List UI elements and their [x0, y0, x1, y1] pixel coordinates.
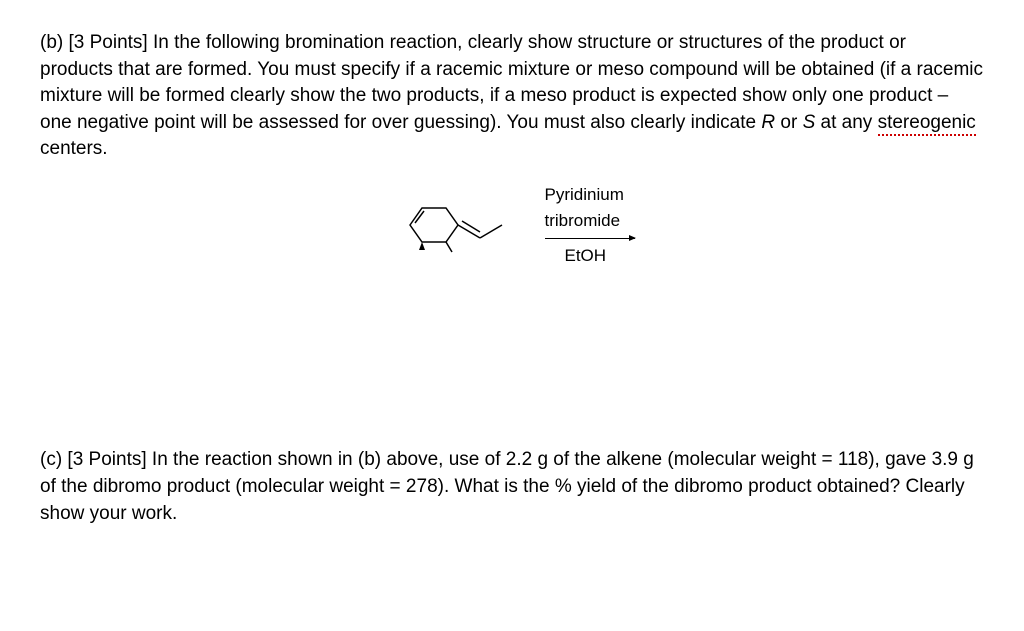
part-c-label: (c) [3 Points] [40, 449, 147, 470]
reagent-line1: Pyridinium [545, 183, 624, 207]
reaction-conditions: Pyridinium tribromide EtOH [545, 183, 635, 267]
part-b-text2: at any [815, 112, 877, 133]
r-label: R [761, 112, 775, 133]
s-label: S [803, 112, 816, 133]
or-text: or [775, 112, 802, 133]
solvent: EtOH [565, 244, 607, 268]
stereo-word: stereogenic [878, 112, 976, 136]
reaction-arrow [545, 238, 635, 239]
part-c-block: (c) [3 Points] In the reaction shown in … [40, 447, 984, 527]
part-c-text: In the reaction shown in (b) above, use … [40, 449, 974, 523]
reaction-scheme: Pyridinium tribromide EtOH [40, 183, 984, 267]
reagent-line2: tribromide [545, 209, 621, 233]
part-b-label: (b) [3 Points] [40, 32, 148, 53]
alkene-structure [390, 190, 530, 260]
part-b-block: (b) [3 Points] In the following brominat… [40, 30, 984, 163]
part-b-text3: centers. [40, 138, 108, 159]
